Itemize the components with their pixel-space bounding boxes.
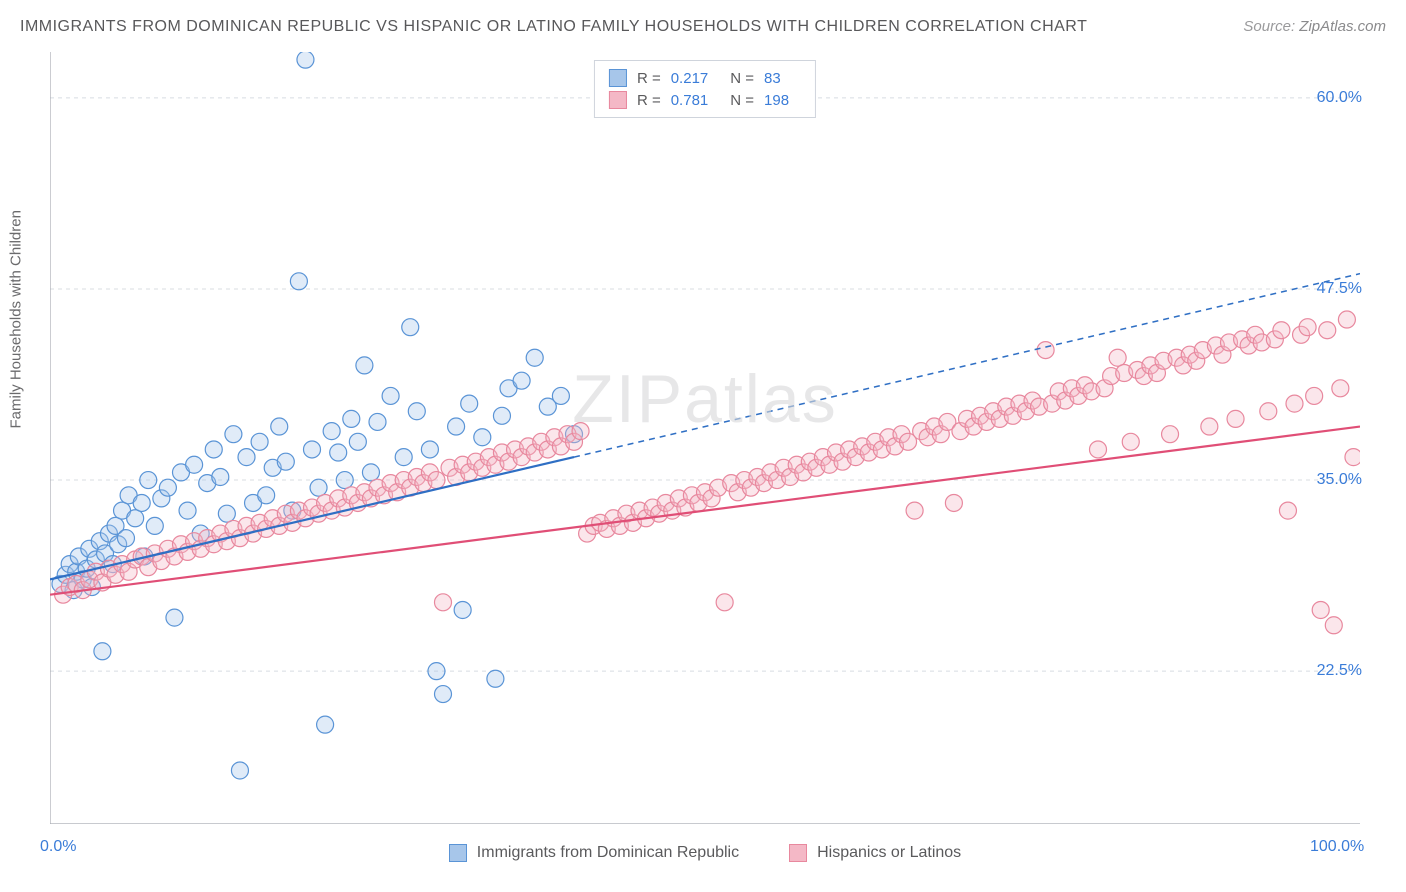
r-value-pink: 0.781 xyxy=(671,92,709,109)
y-axis-label: Family Households with Children xyxy=(8,210,25,428)
source-value: ZipAtlas.com xyxy=(1299,18,1386,35)
n-value-blue: 83 xyxy=(764,70,781,87)
y-tick-label: 47.5% xyxy=(1317,280,1362,298)
legend-label-pink: Hispanics or Latinos xyxy=(817,844,961,862)
legend-stats-row-blue: R = 0.217 N = 83 xyxy=(609,67,801,89)
legend-swatch-pink xyxy=(609,91,627,109)
n-label: N = xyxy=(730,92,754,109)
legend-stats-row-pink: R = 0.781 N = 198 xyxy=(609,89,801,111)
legend-item-blue: Immigrants from Dominican Republic xyxy=(449,844,739,862)
y-tick-label: 60.0% xyxy=(1317,89,1362,107)
legend-swatch-pink-icon xyxy=(789,844,807,862)
n-label: N = xyxy=(730,70,754,87)
r-value-blue: 0.217 xyxy=(671,70,709,87)
legend-swatch-blue-icon xyxy=(449,844,467,862)
legend-item-pink: Hispanics or Latinos xyxy=(789,844,961,862)
plot-area: ZIPatlas R = 0.217 N = 83 R = 0.781 N = … xyxy=(50,52,1360,824)
r-label: R = xyxy=(637,70,661,87)
y-tick-label: 35.0% xyxy=(1317,471,1362,489)
chart-title: IMMIGRANTS FROM DOMINICAN REPUBLIC VS HI… xyxy=(20,18,1087,36)
chart-header: IMMIGRANTS FROM DOMINICAN REPUBLIC VS HI… xyxy=(20,18,1386,36)
r-label: R = xyxy=(637,92,661,109)
chart-svg xyxy=(50,52,1360,824)
legend-bottom: Immigrants from Dominican Republic Hispa… xyxy=(50,844,1360,862)
y-tick-label: 22.5% xyxy=(1317,662,1362,680)
n-value-pink: 198 xyxy=(764,92,789,109)
legend-label-blue: Immigrants from Dominican Republic xyxy=(477,844,739,862)
legend-swatch-blue xyxy=(609,69,627,87)
source-label: Source: xyxy=(1243,18,1295,35)
chart-source: Source: ZipAtlas.com xyxy=(1243,18,1386,35)
legend-stats: R = 0.217 N = 83 R = 0.781 N = 198 xyxy=(594,60,816,118)
